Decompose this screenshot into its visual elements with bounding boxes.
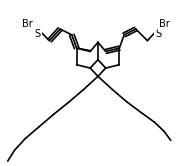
Text: S: S — [35, 29, 41, 39]
Text: S: S — [155, 29, 161, 39]
Text: Br: Br — [22, 19, 33, 29]
Text: Br: Br — [159, 19, 170, 29]
